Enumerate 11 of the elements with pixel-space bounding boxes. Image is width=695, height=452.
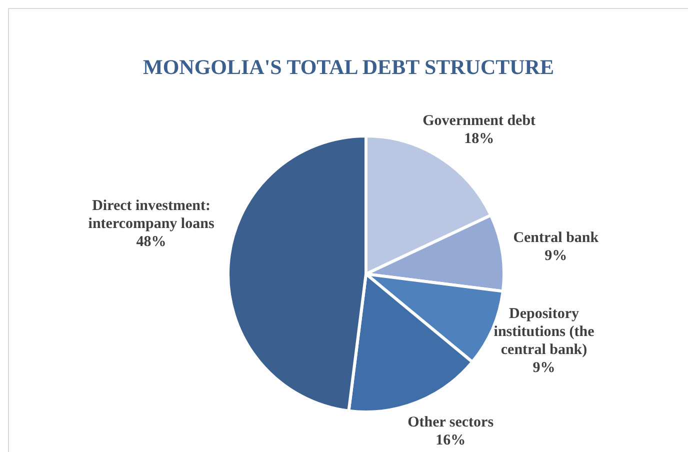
slice-label: Direct investment: intercompany loans: [88, 198, 214, 232]
slice-label: Government debt: [422, 112, 536, 129]
slice-label: Depository institutions (the central bank): [494, 306, 595, 358]
data-label: 16%: [436, 432, 466, 448]
chart-title: MONGOLIA'S TOTAL DEBT STRUCTURE: [142, 55, 555, 80]
data-label: 18%: [464, 130, 494, 147]
slice-label: Other sectors: [408, 414, 494, 430]
data-label: 48%: [136, 234, 166, 250]
slice-label: Central bank: [513, 230, 600, 246]
data-label: 9%: [532, 360, 556, 376]
data-label: 9%: [544, 248, 568, 264]
